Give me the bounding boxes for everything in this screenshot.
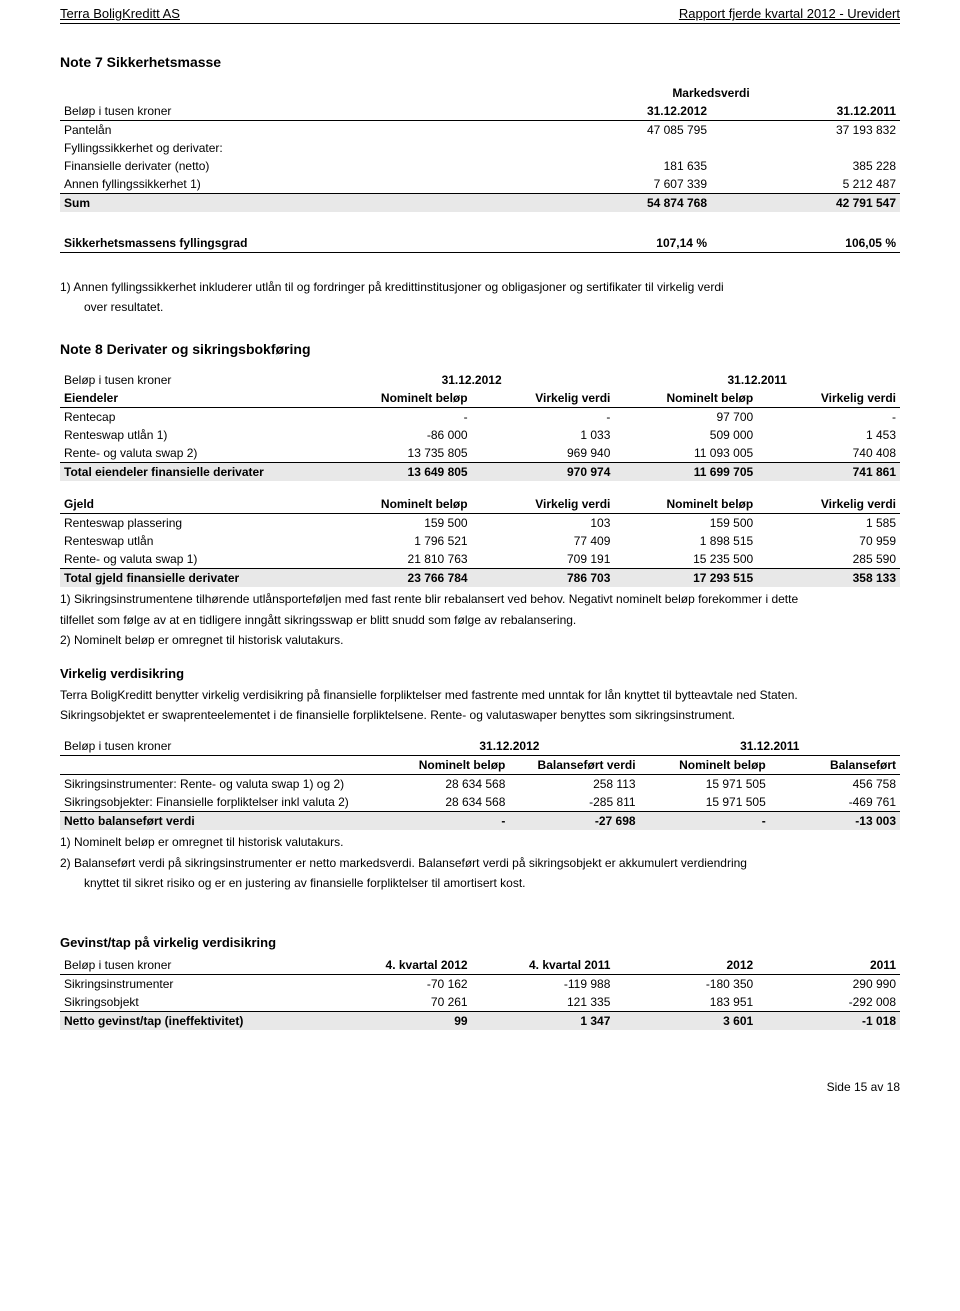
page-content: Note 7 Sikkerhetsmasse Markedsverdi Belø…: [0, 23, 960, 1050]
table-row: Renteswap utlån1 796 52177 4091 898 5157…: [60, 532, 900, 550]
vvs-p2: Sikringsobjektet er swaprenteelementet i…: [60, 707, 900, 723]
note7-table: Markedsverdi Beløp i tusen kroner 31.12.…: [60, 84, 900, 212]
table-row: Rente- og valuta swap 2)13 735 805969 94…: [60, 444, 900, 463]
note8-eiendeler-table: Beløp i tusen kroner 31.12.2012 31.12.20…: [60, 371, 900, 481]
table-row: Sikringsobjekter: Finansielle forpliktel…: [60, 793, 900, 812]
note7-mv-header: Markedsverdi: [522, 84, 900, 102]
note7-sum-row: Sum 54 874 768 42 791 547: [60, 194, 900, 213]
note7-mv-row: Markedsverdi: [60, 84, 900, 102]
note8-gt-table: Beløp i tusen kroner 4. kvartal 2012 4. …: [60, 956, 900, 1030]
gt-title: Gevinst/tap på virkelig verdisikring: [60, 935, 900, 950]
note8-t3-date-row: Beløp i tusen kroner 31.12.2012 31.12.20…: [60, 737, 900, 756]
note8-eiendeler-total: Total eiendeler finansielle derivater 13…: [60, 463, 900, 482]
note8-t3-total: Netto balanseført verdi - -27 698 - -13 …: [60, 812, 900, 831]
note8-foot2: 2) Nominelt beløp er omregnet til histor…: [60, 632, 900, 648]
table-row: Fyllingssikkerhet og derivater:: [60, 139, 900, 157]
note7-footnote2: over resultatet.: [60, 299, 900, 315]
note8-date-row: Beløp i tusen kroner 31.12.2012 31.12.20…: [60, 371, 900, 389]
table-row: Annen fyllingssikkerhet 1)7 607 3395 212…: [60, 175, 900, 194]
note8-gjeld-table: Gjeld Nominelt beløp Virkelig verdi Nomi…: [60, 495, 900, 587]
note8-eiendeler-header: Eiendeler Nominelt beløp Virkelig verdi …: [60, 389, 900, 408]
table-row: Sikringsinstrumenter: Rente- og valuta s…: [60, 775, 900, 794]
t3-foot1: 1) Nominelt beløp er omregnet til histor…: [60, 834, 900, 850]
note7-footnote1: 1) Annen fyllingssikkerhet inkluderer ut…: [60, 279, 900, 295]
t3-foot2b: knyttet til sikret risiko og er en juste…: [60, 875, 900, 891]
note8-title: Note 8 Derivater og sikringsbokføring: [60, 341, 900, 357]
table-row: Pantelån47 085 79537 193 832: [60, 121, 900, 140]
note8-gjeld-header: Gjeld Nominelt beløp Virkelig verdi Nomi…: [60, 495, 900, 514]
note7-header-row: Beløp i tusen kroner 31.12.2012 31.12.20…: [60, 102, 900, 121]
t3-foot2a: 2) Balanseført verdi på sikringsinstrume…: [60, 855, 900, 871]
note7-col1: 31.12.2012: [522, 102, 711, 121]
note7-col2: 31.12.2011: [711, 102, 900, 121]
note7-unit-label: Beløp i tusen kroner: [60, 102, 522, 121]
gt-header: Beløp i tusen kroner 4. kvartal 2012 4. …: [60, 956, 900, 975]
page-header: Terra BoligKreditt AS Rapport fjerde kva…: [0, 0, 960, 23]
gt-total: Netto gevinst/tap (ineffektivitet) 99 1 …: [60, 1011, 900, 1030]
note8-foot1b: tilfellet som følge av at en tidligere i…: [60, 612, 900, 628]
vvs-p1: Terra BoligKreditt benytter virkelig ver…: [60, 687, 900, 703]
table-row: Renteswap utlån 1)-86 0001 033509 0001 4…: [60, 426, 900, 444]
table-row: Sikringsinstrumenter-70 162-119 988-180 …: [60, 974, 900, 993]
note8-gjeld-total: Total gjeld finansielle derivater 23 766…: [60, 569, 900, 588]
table-row: Rentecap--97 700-: [60, 408, 900, 427]
note8-t3-header: Nominelt beløp Balanseført verdi Nominel…: [60, 756, 900, 775]
note7-fyll-table: Sikkerhetsmassens fyllingsgrad 107,14 % …: [60, 234, 900, 253]
note7-fyll-row: Sikkerhetsmassens fyllingsgrad 107,14 % …: [60, 234, 900, 253]
header-left: Terra BoligKreditt AS: [60, 6, 180, 21]
page-footer: Side 15 av 18: [0, 1050, 960, 1104]
table-row: Finansielle derivater (netto)181 635385 …: [60, 157, 900, 175]
note8-t3-table: Beløp i tusen kroner 31.12.2012 31.12.20…: [60, 737, 900, 830]
header-rule: [60, 23, 900, 24]
header-right: Rapport fjerde kvartal 2012 - Urevidert: [679, 6, 900, 21]
table-row: Sikringsobjekt70 261121 335183 951-292 0…: [60, 993, 900, 1012]
vvs-title: Virkelig verdisikring: [60, 666, 900, 681]
table-row: Rente- og valuta swap 1)21 810 763709 19…: [60, 550, 900, 569]
note8-foot1: 1) Sikringsinstrumentene tilhørende utlå…: [60, 591, 900, 607]
table-row: Renteswap plassering159 500103159 5001 5…: [60, 514, 900, 533]
note7-title: Note 7 Sikkerhetsmasse: [60, 54, 900, 70]
